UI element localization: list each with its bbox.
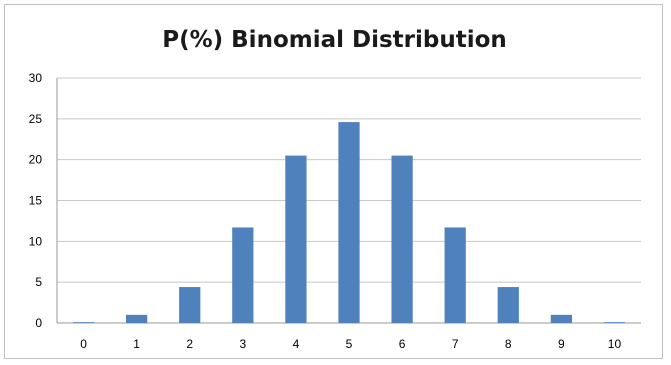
- bar-8: [497, 287, 519, 323]
- bar-3: [232, 227, 254, 323]
- chart-title: P(%) Binomial Distribution: [162, 27, 507, 53]
- x-tick-label: 6: [399, 337, 406, 351]
- y-tick-label: 15: [29, 194, 43, 208]
- y-tick-label: 30: [29, 71, 43, 85]
- bar-0: [72, 322, 95, 323]
- x-tick-label: 3: [239, 337, 246, 351]
- bar-1: [126, 314, 148, 323]
- bar-10: [603, 322, 626, 323]
- y-tick-label: 10: [29, 234, 43, 248]
- bar-9: [550, 314, 572, 323]
- bar-7: [444, 227, 466, 323]
- x-tick-label: 10: [608, 337, 622, 351]
- y-tick-label: 20: [29, 153, 43, 167]
- y-tick-label: 25: [29, 112, 43, 126]
- chart-container: P(%) Binomial Distribution: [4, 4, 663, 359]
- x-tick-label: 8: [505, 337, 512, 351]
- x-tick-label: 4: [293, 337, 300, 351]
- x-tick-label: 0: [80, 337, 87, 351]
- x-tick-label: 1: [133, 337, 140, 351]
- y-tick-label: 0: [35, 316, 42, 330]
- x-tick-label: 9: [558, 337, 565, 351]
- bar-6: [391, 155, 413, 323]
- bar-2: [179, 287, 201, 323]
- y-tick-label: 5: [35, 275, 42, 289]
- x-tick-label: 5: [346, 337, 353, 351]
- bar-5: [338, 122, 360, 323]
- x-tick-label: 2: [186, 337, 193, 351]
- x-tick-label: 7: [452, 337, 459, 351]
- bar-4: [285, 155, 307, 323]
